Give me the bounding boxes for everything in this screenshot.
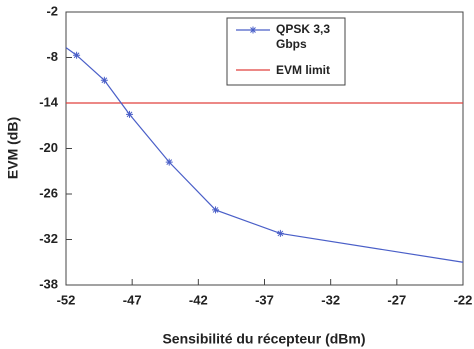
y-tick-label: -38 <box>39 276 58 291</box>
point <box>126 110 134 118</box>
point <box>212 206 220 214</box>
legend-box <box>226 17 346 86</box>
legend-marker <box>249 26 257 34</box>
legend-label: EVM limit <box>276 63 331 77</box>
x-tick-label: -47 <box>123 292 142 307</box>
x-tick-label: -52 <box>57 292 76 307</box>
y-axis-label: EVM (dB) <box>5 117 21 179</box>
point <box>100 76 108 84</box>
y-tick-label: -2 <box>46 3 58 18</box>
x-tick-label: -42 <box>189 292 208 307</box>
y-tick-label: -14 <box>39 94 59 109</box>
y-tick-label: -26 <box>39 185 58 200</box>
x-tick-label: -37 <box>255 292 274 307</box>
y-tick-label: -8 <box>46 49 58 64</box>
x-tick-label: -22 <box>454 292 473 307</box>
x-tick-label: -32 <box>321 292 340 307</box>
y-tick-label: -32 <box>39 231 58 246</box>
point <box>73 51 81 59</box>
point <box>276 229 284 237</box>
series-line <box>65 47 464 263</box>
y-tick-label: -20 <box>39 140 58 155</box>
x-tick-label: -27 <box>387 292 406 307</box>
point <box>165 158 173 166</box>
x-axis-label: Sensibilité du récepteur (dBm) <box>162 331 365 347</box>
legend-label: QPSK 3,3 Gbps <box>276 22 331 51</box>
